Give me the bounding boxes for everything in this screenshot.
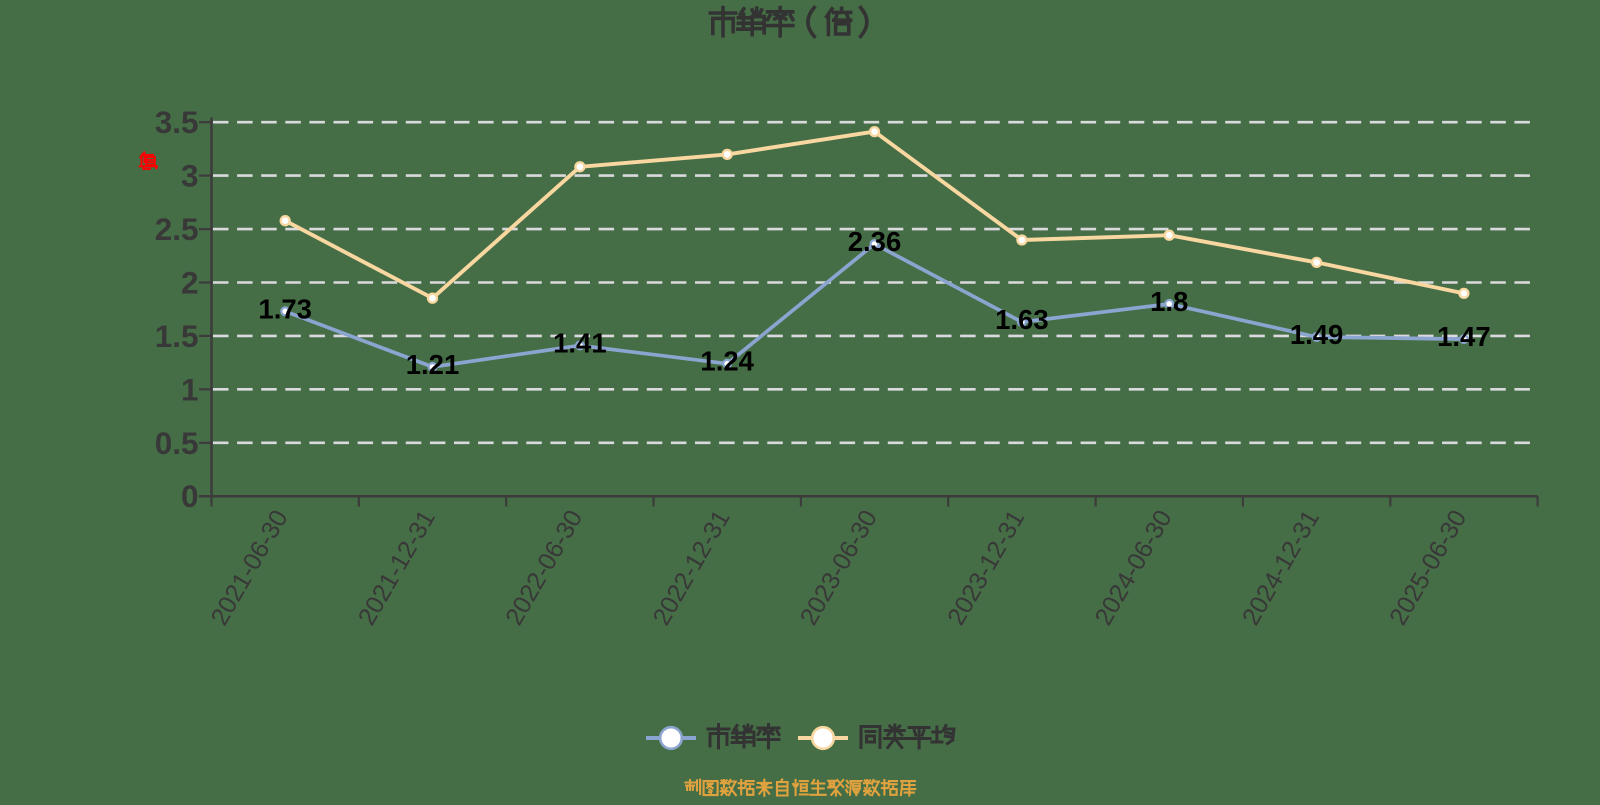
svg-text:2023-12-31: 2023-12-31 [942, 505, 1030, 630]
svg-text:2023-06-30: 2023-06-30 [795, 505, 883, 630]
svg-text:1.24: 1.24 [700, 346, 754, 377]
svg-text:0: 0 [181, 478, 199, 514]
svg-text:2.36: 2.36 [848, 226, 902, 257]
svg-text:2021-12-31: 2021-12-31 [353, 505, 441, 630]
svg-text:1.63: 1.63 [995, 304, 1049, 335]
svg-text:2022-06-30: 2022-06-30 [500, 505, 588, 630]
svg-text:2025-06-30: 2025-06-30 [1384, 505, 1472, 630]
svg-text:3: 3 [181, 158, 199, 194]
svg-text:1.41: 1.41 [553, 328, 607, 359]
svg-text:2022-12-31: 2022-12-31 [647, 505, 735, 630]
svg-text:1: 1 [181, 371, 199, 407]
svg-text:2024-06-30: 2024-06-30 [1089, 505, 1177, 630]
svg-text:0.5: 0.5 [155, 425, 199, 461]
svg-text:2.5: 2.5 [155, 211, 199, 247]
svg-text:1.5: 1.5 [155, 318, 199, 354]
svg-text:1.47: 1.47 [1437, 321, 1491, 352]
svg-text:1.21: 1.21 [406, 349, 460, 380]
svg-text:2024-12-31: 2024-12-31 [1237, 505, 1325, 630]
svg-text:1.73: 1.73 [258, 293, 312, 324]
svg-text:1.8: 1.8 [1150, 286, 1188, 317]
svg-text:1.49: 1.49 [1290, 319, 1344, 350]
svg-text:2021-06-30: 2021-06-30 [205, 505, 293, 630]
svg-text:2: 2 [181, 265, 199, 301]
svg-text:3.5: 3.5 [155, 104, 199, 140]
